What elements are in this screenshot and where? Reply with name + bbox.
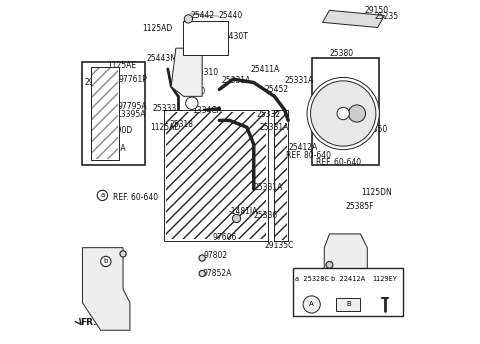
Bar (336, 298, 360, 311)
Text: -1481JA: -1481JA (229, 207, 258, 216)
Text: 1125AD: 1125AD (142, 24, 172, 33)
Text: 97690D: 97690D (102, 126, 132, 135)
Text: FR.: FR. (80, 318, 96, 327)
Text: 25430T: 25430T (219, 32, 248, 41)
Text: 97795A: 97795A (118, 102, 147, 111)
Bar (164, 110, 267, 241)
Text: 25395: 25395 (343, 88, 368, 97)
Circle shape (186, 97, 198, 109)
Circle shape (184, 15, 192, 23)
Circle shape (303, 296, 320, 313)
Text: 25388: 25388 (357, 116, 381, 125)
Text: 25331A: 25331A (285, 76, 314, 85)
Bar (276, 111, 287, 240)
Circle shape (337, 107, 349, 120)
Polygon shape (171, 48, 202, 96)
Text: 25411A: 25411A (251, 65, 279, 74)
Text: 25318: 25318 (169, 120, 193, 129)
Text: 25395A: 25395A (319, 127, 348, 136)
Text: 25443M: 25443M (146, 54, 177, 63)
Text: 25336: 25336 (254, 211, 278, 219)
Text: 97606: 97606 (213, 233, 237, 242)
Text: 25412A: 25412A (288, 143, 317, 152)
Circle shape (348, 105, 366, 122)
Bar (312, 58, 379, 165)
Text: a: a (100, 192, 105, 198)
Circle shape (338, 272, 345, 279)
Text: 25380: 25380 (329, 49, 354, 58)
Text: 25310: 25310 (194, 68, 219, 77)
Text: 25332: 25332 (256, 110, 280, 119)
Text: 1129EY: 1129EY (372, 276, 397, 282)
Text: B: B (346, 301, 351, 308)
Text: 1334CA: 1334CA (192, 106, 222, 115)
Text: 1125AD: 1125AD (151, 123, 181, 132)
Text: REF. 80-640: REF. 80-640 (287, 151, 332, 160)
Text: 25231: 25231 (330, 93, 354, 101)
Text: 97802: 97802 (204, 251, 228, 260)
Text: 25442: 25442 (190, 11, 214, 20)
Bar (166, 112, 266, 239)
Text: 25331A: 25331A (254, 183, 283, 192)
Circle shape (101, 256, 111, 267)
Text: 97761P: 97761P (119, 75, 148, 84)
Bar (93, 68, 118, 159)
Text: 22412A: 22412A (340, 272, 369, 281)
Text: b  22412A: b 22412A (331, 276, 365, 282)
Text: 25452: 25452 (264, 85, 288, 94)
Bar (275, 110, 288, 241)
Text: REF. 60-640: REF. 60-640 (316, 158, 361, 167)
Text: 29135C: 29135C (264, 241, 293, 250)
Circle shape (307, 77, 379, 150)
Polygon shape (324, 234, 367, 292)
Text: 25331A: 25331A (221, 76, 251, 85)
Bar (183, 21, 228, 55)
Circle shape (120, 251, 126, 257)
Text: 25350: 25350 (364, 125, 388, 133)
Bar (91, 67, 119, 160)
Text: 29150: 29150 (364, 6, 389, 15)
Text: 25333: 25333 (152, 104, 177, 113)
Bar (293, 268, 403, 316)
Circle shape (232, 214, 240, 223)
Text: 1125AE: 1125AE (108, 61, 137, 70)
Text: 25235: 25235 (375, 12, 399, 21)
Text: A: A (309, 301, 314, 308)
Text: 25330: 25330 (181, 87, 206, 96)
Text: 25440: 25440 (219, 11, 243, 20)
Polygon shape (323, 10, 384, 28)
Text: 25385F: 25385F (346, 202, 374, 211)
Text: 97852A: 97852A (202, 269, 231, 278)
Text: 25328C: 25328C (312, 272, 341, 281)
Text: 97690A: 97690A (96, 144, 126, 153)
Text: 25331A: 25331A (259, 123, 288, 132)
Circle shape (199, 270, 205, 277)
Circle shape (326, 261, 333, 268)
Text: 1129EY: 1129EY (370, 272, 398, 281)
Circle shape (97, 190, 108, 201)
Text: REF. 60-640: REF. 60-640 (113, 193, 158, 202)
Circle shape (311, 81, 376, 146)
Polygon shape (83, 248, 130, 330)
Text: b: b (104, 258, 108, 265)
Bar (82, 62, 145, 165)
Text: 1125DN: 1125DN (361, 188, 392, 197)
Text: a  25328C: a 25328C (295, 276, 329, 282)
Text: 29136: 29136 (84, 78, 108, 87)
Text: 13395A: 13395A (116, 110, 145, 119)
Circle shape (199, 255, 205, 261)
